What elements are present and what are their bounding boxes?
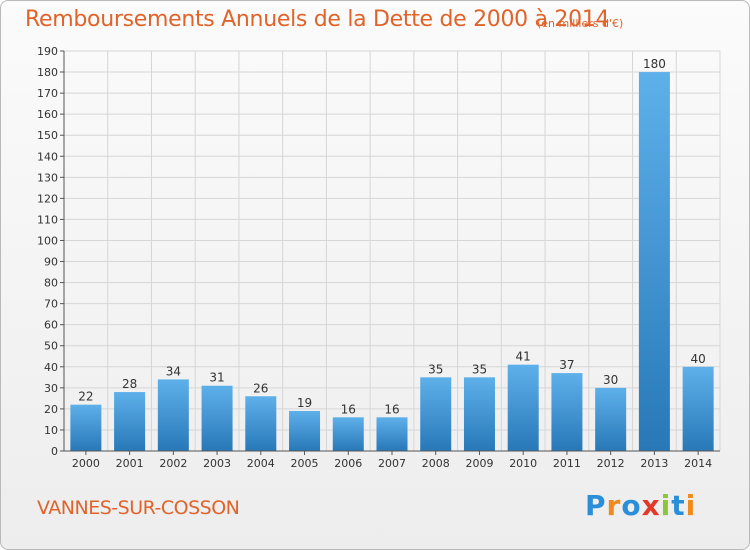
bar-value-label: 40 — [690, 352, 705, 366]
labels: 0 10 20 30 40 50 60 70 80 90 100 110 120 130 140 150 160… — [37, 45, 712, 470]
bar — [245, 396, 277, 451]
bar-value-label: 37 — [559, 358, 574, 372]
bar — [376, 417, 408, 451]
x-tick-label: 2002 — [159, 457, 187, 470]
y-tick-label: 90 — [44, 256, 58, 269]
y-tick-label: 20 — [44, 403, 58, 416]
axes — [60, 50, 720, 455]
x-tick-label: 2012 — [597, 457, 625, 470]
logo-letter: i — [660, 489, 672, 522]
bar — [551, 373, 583, 451]
bar — [595, 387, 627, 451]
y-tick-label: 120 — [37, 192, 58, 205]
y-tick-label: 160 — [37, 108, 58, 121]
bar-value-label: 26 — [253, 381, 268, 395]
x-tick-label: 2007 — [378, 457, 406, 470]
y-tick-label: 0 — [51, 445, 58, 458]
x-tick-label: 2003 — [203, 457, 231, 470]
x-tick-label: 2004 — [247, 457, 275, 470]
bar-value-label: 31 — [209, 371, 224, 385]
logo-letter: i — [685, 489, 697, 522]
bar-value-label: 28 — [122, 377, 137, 391]
bars — [70, 72, 714, 451]
x-tick-label: 2014 — [684, 457, 712, 470]
bar — [201, 385, 233, 451]
y-tick-label: 150 — [37, 129, 58, 142]
bar-value-label: 16 — [341, 402, 356, 416]
y-tick-label: 170 — [37, 87, 58, 100]
bar — [507, 364, 539, 451]
y-tick-label: 190 — [37, 45, 58, 58]
bar — [114, 392, 146, 451]
logo-letter: t — [671, 489, 686, 522]
y-tick-label: 110 — [37, 213, 58, 226]
bar — [70, 404, 102, 451]
y-tick-label: 40 — [44, 361, 58, 374]
x-tick-label: 2011 — [553, 457, 581, 470]
logo-letter: x — [641, 489, 661, 522]
bar-value-label: 22 — [78, 390, 93, 404]
bar — [332, 417, 364, 451]
y-tick-label: 130 — [37, 171, 58, 184]
bar — [638, 72, 670, 451]
proxiti-logo: Proxiti — [585, 489, 696, 522]
y-tick-label: 80 — [44, 277, 58, 290]
x-tick-label: 2001 — [116, 457, 144, 470]
y-tick-label: 30 — [44, 382, 58, 395]
y-tick-label: 140 — [37, 150, 58, 163]
bar — [682, 366, 714, 451]
chart-title: Remboursements Annuels de la Dette de 20… — [25, 7, 610, 32]
commune-name: VANNES-SUR-COSSON — [37, 497, 240, 519]
bar-value-label: 30 — [603, 373, 618, 387]
x-tick-label: 2006 — [334, 457, 362, 470]
bar-value-label: 34 — [166, 364, 181, 378]
bar-value-label: 16 — [384, 402, 399, 416]
bar-value-label: 41 — [516, 350, 531, 364]
logo-letter: P — [585, 489, 607, 522]
y-tick-label: 100 — [37, 234, 58, 247]
y-tick-label: 50 — [44, 340, 58, 353]
bar — [157, 379, 189, 451]
bar — [420, 377, 452, 451]
x-tick-label: 2010 — [509, 457, 537, 470]
x-tick-label: 2005 — [291, 457, 319, 470]
bar — [289, 411, 321, 451]
x-tick-label: 2008 — [422, 457, 450, 470]
y-tick-label: 10 — [44, 424, 58, 437]
bar-value-label: 19 — [297, 396, 312, 410]
bar-value-label: 180 — [643, 57, 666, 71]
y-tick-label: 60 — [44, 319, 58, 332]
bar-value-label: 35 — [428, 362, 443, 376]
x-tick-label: 2009 — [465, 457, 493, 470]
bar-value-label: 35 — [472, 362, 487, 376]
y-tick-label: 70 — [44, 298, 58, 311]
y-tick-label: 180 — [37, 66, 58, 79]
logo-letter: o — [621, 489, 642, 522]
chart-unit-subtitle: (en milliers d'€) — [537, 17, 624, 30]
bar — [463, 377, 495, 451]
logo-letter: r — [606, 489, 622, 522]
x-tick-label: 2013 — [640, 457, 668, 470]
x-tick-label: 2000 — [72, 457, 100, 470]
